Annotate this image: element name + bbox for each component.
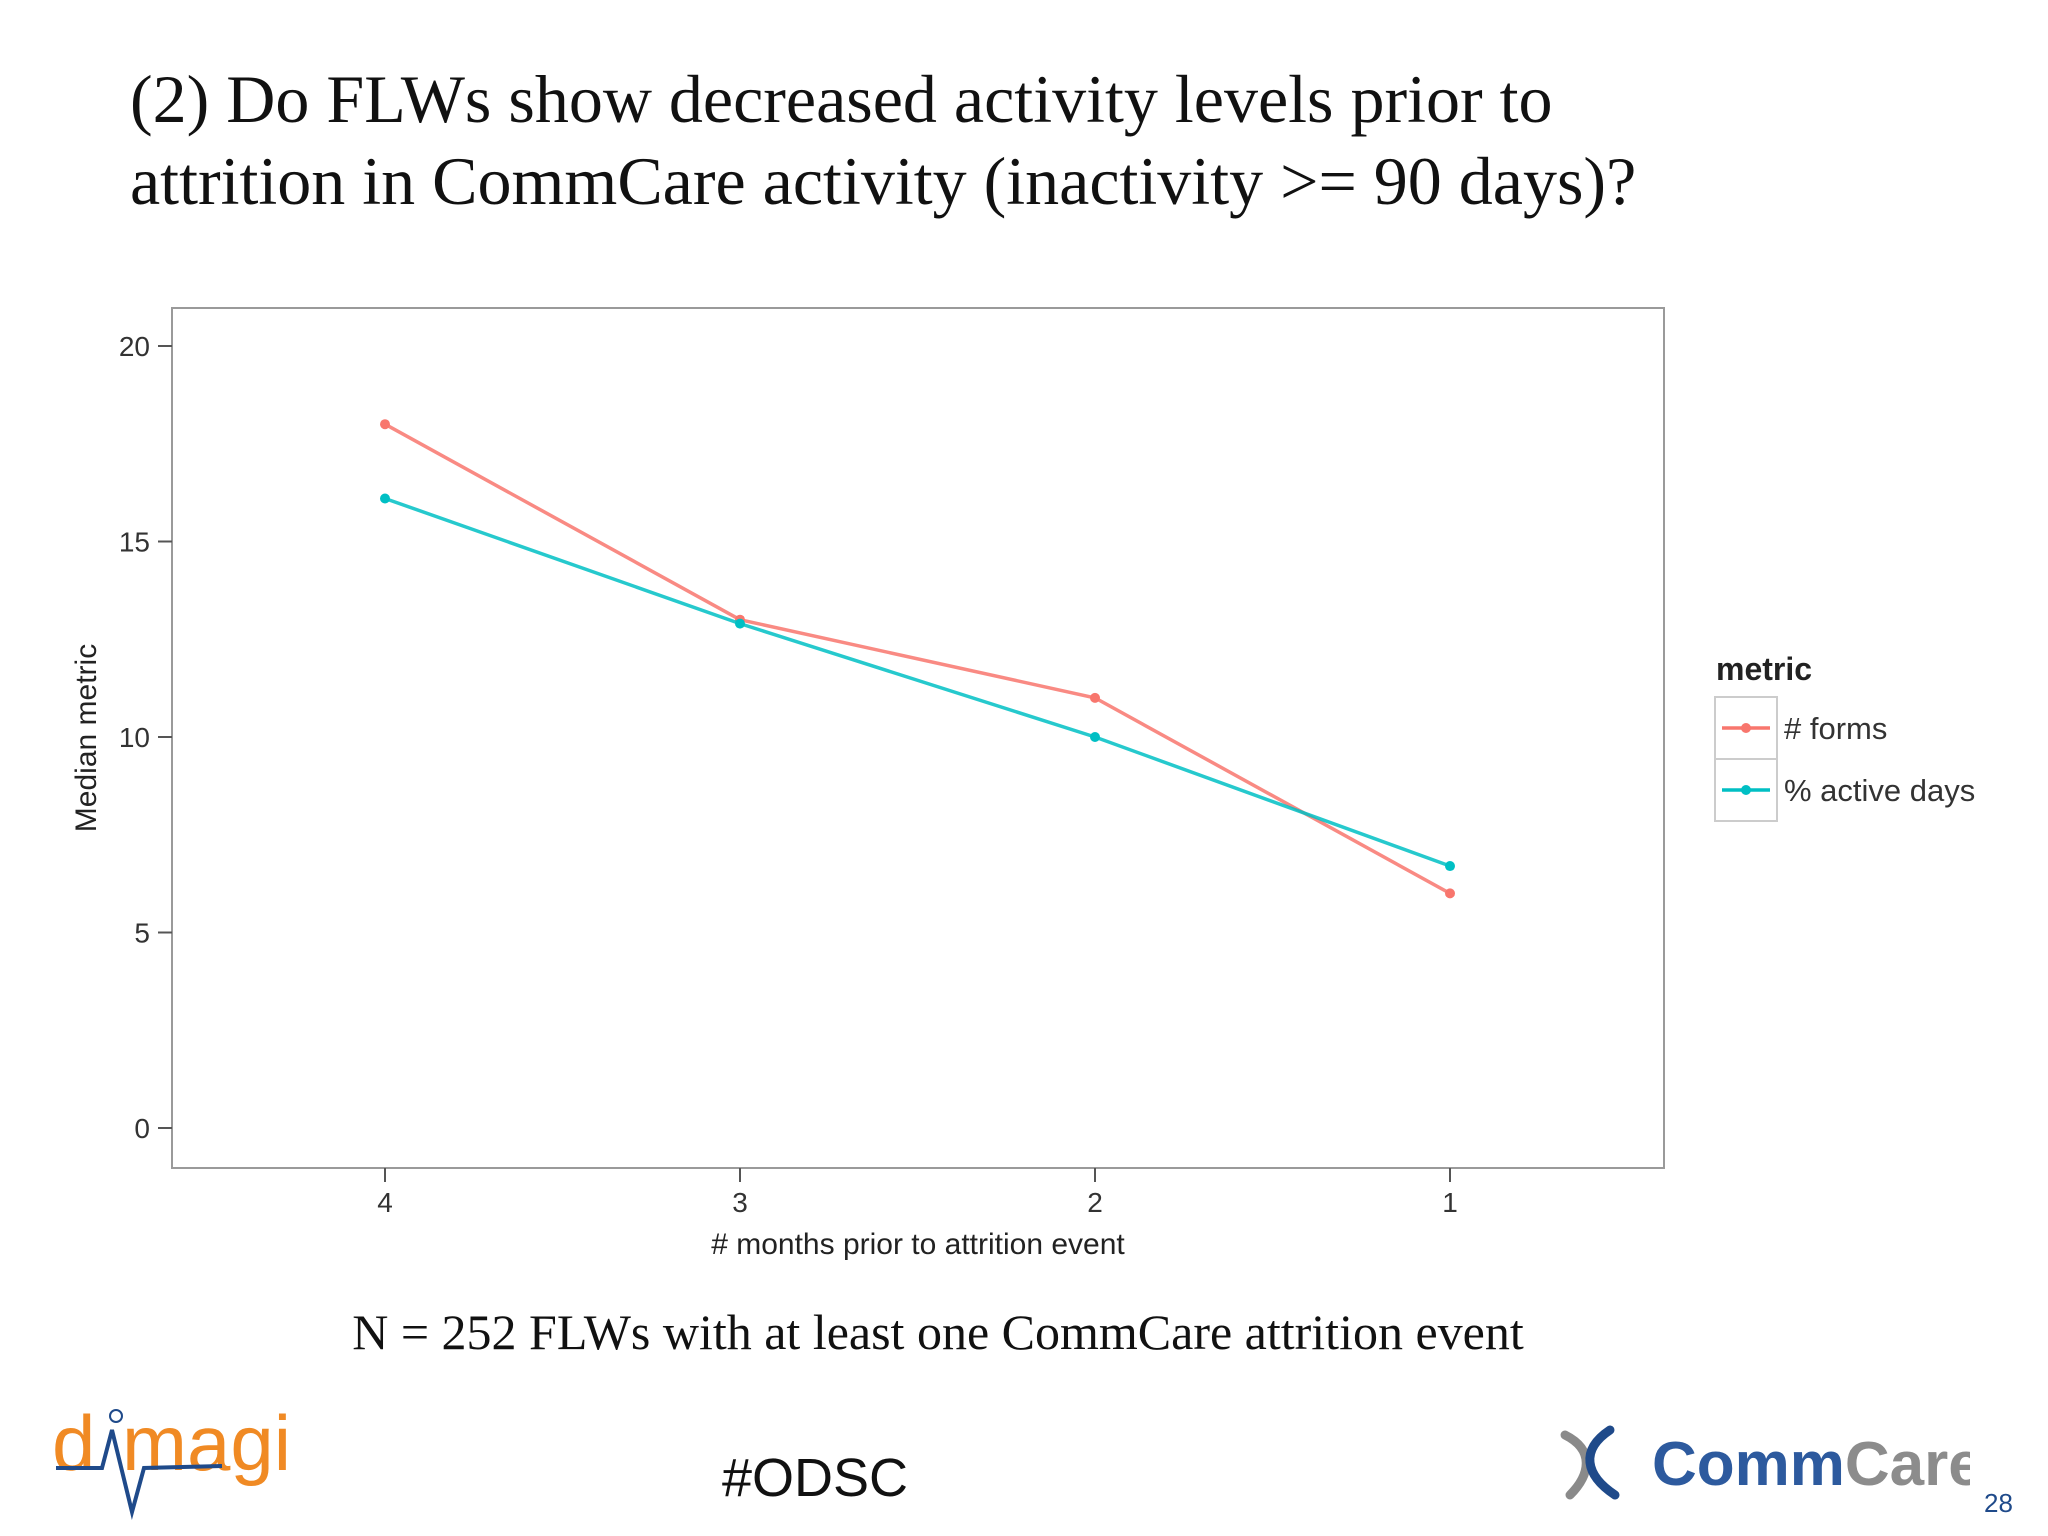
- hashtag: #ODSC: [722, 1448, 909, 1508]
- legend-key-point: [1741, 785, 1751, 795]
- line-chart: 0 5 10 15 20 4 3 2 1 Median metric # months pri…: [70, 307, 1975, 1261]
- commcare-logo: CommCare: [1560, 1425, 1970, 1500]
- series-line-0: [384, 422, 1451, 895]
- caption: N = 252 FLWs with at least one CommCare …: [352, 1304, 1524, 1360]
- dimagi-logo: d magi: [52, 1400, 291, 1520]
- plot-panel: [171, 307, 1665, 1169]
- legend-key-point: [1741, 723, 1751, 733]
- title-line-1: (2) Do FLWs show decreased activity leve…: [130, 61, 1553, 137]
- series-lines: [380, 419, 1455, 899]
- y-tick-label: 5: [134, 918, 150, 949]
- svg-text:CommCare: CommCare: [1652, 1430, 1970, 1499]
- page-number: 28: [1984, 1488, 2013, 1518]
- data-point: [1445, 888, 1455, 899]
- data-point: [1090, 692, 1100, 703]
- data-point: [735, 618, 745, 629]
- series-line-1: [384, 496, 1451, 868]
- y-tick-label: 20: [119, 331, 150, 362]
- x-tick-label: 1: [1442, 1187, 1458, 1218]
- svg-text:d: d: [52, 1400, 95, 1487]
- data-point: [1090, 732, 1100, 742]
- y-axis: 0 5 10 15 20: [119, 331, 172, 1144]
- x-tick-label: 2: [1087, 1187, 1103, 1218]
- data-point: [380, 493, 390, 504]
- data-point: [380, 419, 390, 430]
- legend-title: metric: [1716, 651, 1812, 687]
- x-axis-label: # months prior to attrition event: [711, 1228, 1125, 1261]
- legend: metric # forms % active days: [1714, 651, 1975, 822]
- title-line-2: attrition in CommCare activity (inactivi…: [130, 143, 1637, 219]
- legend-label: # forms: [1784, 711, 1887, 746]
- legend-label: % active days: [1784, 773, 1975, 808]
- x-axis: 4 3 2 1: [377, 1168, 1458, 1218]
- slide-title: (2) Do FLWs show decreased activity leve…: [130, 58, 1636, 222]
- y-tick-label: 0: [134, 1113, 150, 1144]
- svg-text:magi: magi: [122, 1400, 291, 1487]
- x-tick-label: 3: [732, 1187, 748, 1218]
- y-tick-label: 15: [119, 527, 150, 558]
- x-tick-label: 4: [377, 1187, 393, 1218]
- y-tick-label: 10: [119, 722, 150, 753]
- data-point: [1445, 861, 1455, 872]
- y-axis-label: Median metric: [70, 644, 103, 832]
